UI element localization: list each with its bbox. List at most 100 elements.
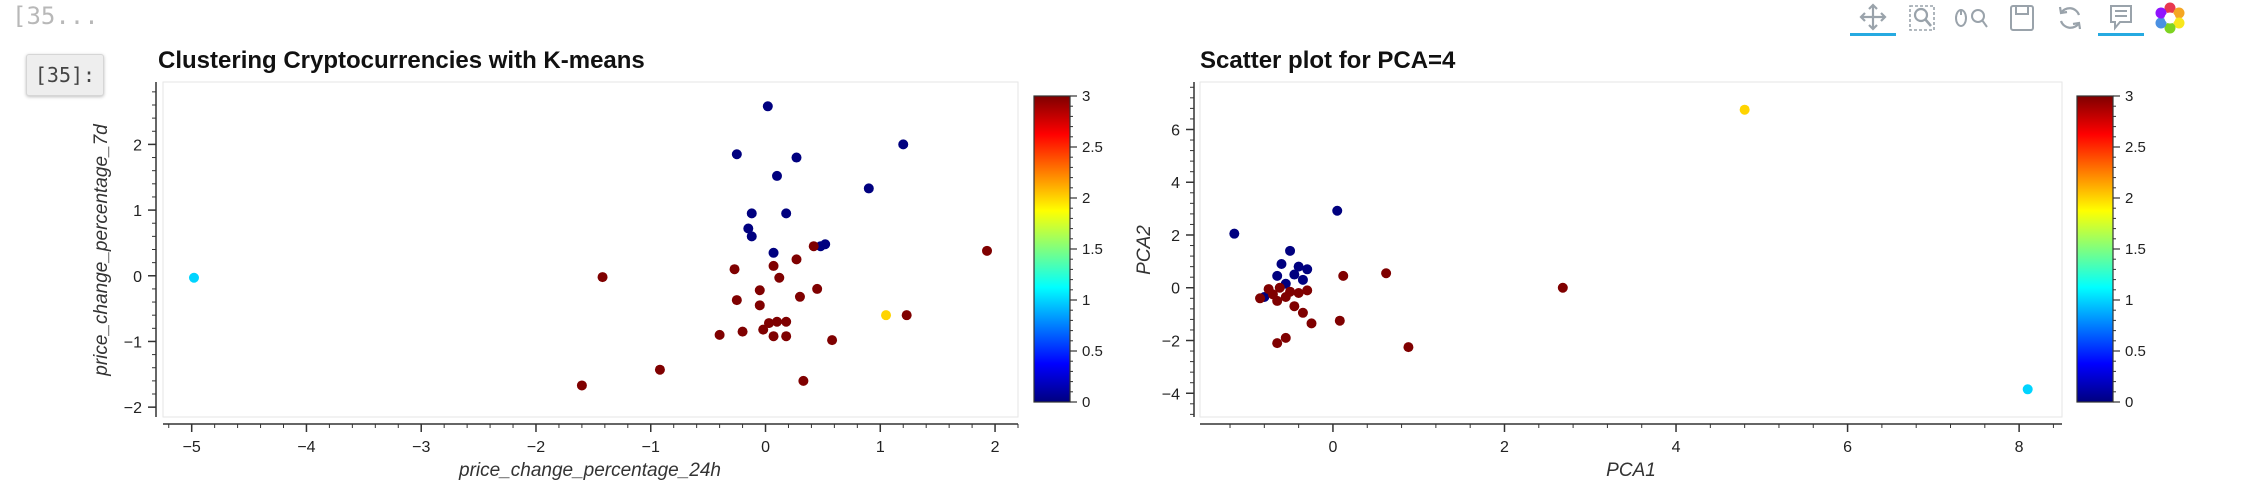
scatter-point[interactable]: [1229, 228, 1240, 239]
scatter-point[interactable]: [768, 331, 779, 342]
colorbar-tick-label: 2.5: [1082, 139, 1103, 156]
scatter-point[interactable]: [1297, 307, 1308, 318]
scatter-point[interactable]: [982, 245, 993, 256]
wheel-zoom-tool-button[interactable]: [1950, 0, 1994, 36]
scatter-point[interactable]: [781, 208, 792, 219]
scatter-point[interactable]: [1272, 295, 1283, 306]
scatter-point[interactable]: [771, 170, 782, 181]
colorbar-tick-label: 0.5: [1082, 343, 1103, 360]
scatter-point[interactable]: [1302, 285, 1313, 296]
x-axis: 0 2 4 6 8: [1200, 423, 2062, 456]
scatter-point[interactable]: [754, 285, 765, 296]
box-zoom-tool-button[interactable]: [1902, 0, 1942, 36]
scatter-point[interactable]: [1381, 268, 1392, 279]
scatter-point[interactable]: [754, 300, 765, 311]
scatter-point[interactable]: [881, 310, 892, 321]
scatter-point[interactable]: [774, 272, 785, 283]
scatter-point[interactable]: [737, 326, 748, 337]
scatter-point[interactable]: [1338, 270, 1349, 281]
scatter-point[interactable]: [731, 295, 742, 306]
bokeh-logo-icon: [2155, 2, 2185, 34]
scatter-point[interactable]: [1280, 332, 1291, 343]
scatter-point[interactable]: [758, 324, 769, 335]
scatter-point[interactable]: [812, 283, 823, 294]
scatter-point[interactable]: [1297, 274, 1308, 285]
plot-toolbar: [1850, 0, 2250, 36]
x-tick-label: −5: [183, 439, 201, 456]
scatter-point[interactable]: [1306, 318, 1317, 329]
scatter-point[interactable]: [768, 260, 779, 271]
scatter-point[interactable]: [1272, 270, 1283, 281]
scatter-point[interactable]: [597, 272, 608, 283]
scatter-point[interactable]: [781, 316, 792, 327]
scatter-point[interactable]: [2022, 384, 2033, 395]
scatter-point[interactable]: [815, 241, 826, 252]
scatter-point[interactable]: [1293, 261, 1304, 272]
scatter-point[interactable]: [898, 139, 909, 150]
plot-area[interactable]: [1199, 81, 2063, 418]
chart-pca: Scatter plot for PCA=4 −4 −2 0 2 4 6 0 2 4 6 8 PC…: [1134, 47, 2146, 481]
scatter-point[interactable]: [791, 254, 802, 265]
scatter-points: [1229, 104, 2033, 395]
scatter-point[interactable]: [1289, 269, 1300, 280]
y-axis: −4 −2 0 2 4 6: [1162, 82, 1195, 417]
pan-tool-button[interactable]: [1850, 0, 1896, 36]
scatter-point[interactable]: [827, 335, 838, 346]
scatter-point[interactable]: [1263, 284, 1274, 295]
scatter-point[interactable]: [768, 247, 779, 258]
scatter-point[interactable]: [781, 331, 792, 342]
x-tick-label: 8: [2015, 439, 2024, 456]
hover-icon: [2110, 4, 2132, 31]
plot-area[interactable]: [162, 81, 1019, 418]
scatter-point[interactable]: [729, 264, 740, 275]
scatter-point[interactable]: [731, 149, 742, 160]
scatter-point[interactable]: [1280, 291, 1291, 302]
scatter-point[interactable]: [746, 208, 757, 219]
colorbar-tick-label: 1: [1082, 292, 1090, 309]
scatter-point[interactable]: [1739, 104, 1750, 115]
y-tick-label: 0: [1171, 281, 1180, 298]
scatter-point[interactable]: [188, 272, 199, 283]
scatter-point[interactable]: [1285, 245, 1296, 256]
scatter-point[interactable]: [1557, 282, 1568, 293]
save-tool-button[interactable]: [2002, 0, 2042, 36]
scatter-point[interactable]: [1274, 282, 1285, 293]
scatter-point[interactable]: [771, 316, 782, 327]
colorbar-tick-label: 1: [2125, 292, 2133, 309]
scatter-point[interactable]: [654, 364, 665, 375]
scatter-point[interactable]: [1276, 259, 1287, 270]
scatter-point[interactable]: [808, 241, 819, 252]
colorbar-tick-label: 1.5: [2125, 241, 2146, 258]
bokeh-logo-link[interactable]: [2150, 0, 2190, 36]
scatter-point[interactable]: [1403, 342, 1414, 353]
cell-prompt[interactable]: [35]:: [26, 54, 104, 96]
scatter-point[interactable]: [798, 375, 809, 386]
y-axis-label: PCA2: [1134, 225, 1155, 275]
scatter-point[interactable]: [1255, 293, 1266, 304]
scatter-point[interactable]: [1293, 288, 1304, 299]
scatter-point[interactable]: [576, 380, 587, 391]
colorbar: [2076, 95, 2114, 403]
x-axis-label: PCA1: [1606, 460, 1656, 481]
pan-icon: [1859, 2, 1887, 31]
x-axis-label: price_change_percentage_24h: [458, 460, 721, 481]
scatter-point[interactable]: [1289, 301, 1300, 312]
scatter-point[interactable]: [743, 223, 754, 234]
reset-tool-button[interactable]: [2050, 0, 2090, 36]
scatter-point[interactable]: [762, 101, 773, 112]
scatter-point[interactable]: [1272, 338, 1283, 349]
scatter-point[interactable]: [791, 152, 802, 163]
hover-tool-button[interactable]: [2098, 0, 2144, 36]
scatter-point[interactable]: [714, 329, 725, 340]
scatter-point[interactable]: [1332, 205, 1343, 216]
y-tick-label: −2: [124, 400, 142, 417]
scatter-point[interactable]: [1302, 264, 1313, 275]
reset-icon: [2058, 6, 2082, 30]
scatter-point[interactable]: [1334, 315, 1345, 326]
scatter-point[interactable]: [901, 310, 912, 321]
scatter-point[interactable]: [746, 231, 757, 242]
scatter-point[interactable]: [794, 291, 805, 302]
scatter-point[interactable]: [863, 183, 874, 194]
scatter-point[interactable]: [763, 318, 774, 329]
